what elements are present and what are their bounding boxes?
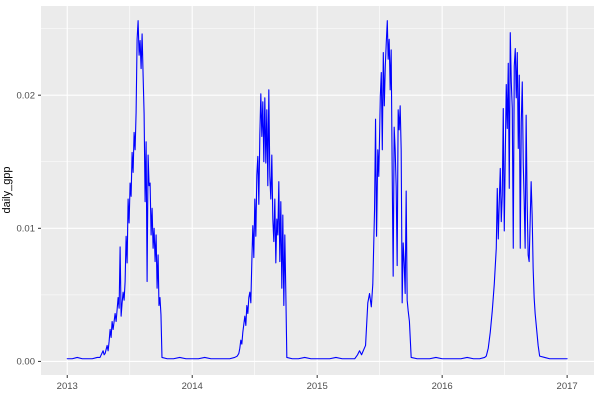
y-axis-title: daily_gpp bbox=[1, 166, 13, 214]
y-axis-tick-label: 0.01 bbox=[17, 224, 36, 235]
data-series-group bbox=[66, 20, 568, 360]
x-axis-tick-label: 2013 bbox=[57, 381, 78, 392]
x-axis-tick-label: 2017 bbox=[557, 381, 578, 392]
x-axis-tick-label: 2016 bbox=[432, 381, 453, 392]
axis-tick-labels: 2013 2014 2015 2016 2017 0.00 0.01 0.02 bbox=[17, 90, 578, 392]
x-axis-tick-label: 2014 bbox=[182, 381, 203, 392]
grid-major-lines bbox=[41, 6, 594, 375]
gpp-line bbox=[66, 20, 568, 360]
y-axis-tick-label: 0.00 bbox=[17, 357, 36, 368]
x-axis-tick-label: 2015 bbox=[307, 381, 328, 392]
axis-tick-marks bbox=[38, 94, 568, 378]
y-axis-tick-label: 0.02 bbox=[17, 90, 36, 101]
